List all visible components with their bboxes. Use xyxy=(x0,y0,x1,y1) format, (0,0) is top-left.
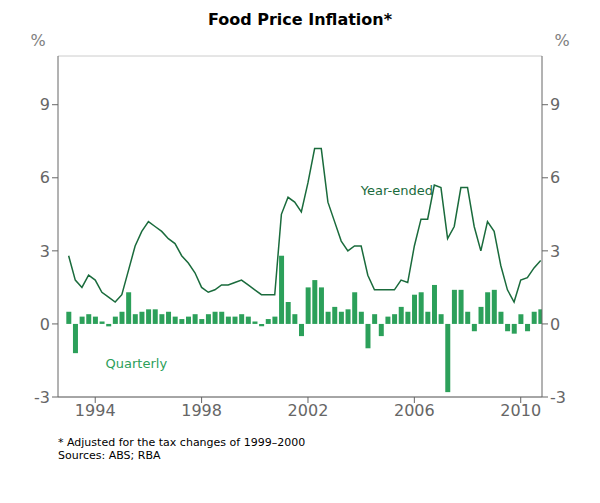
svg-text:1998: 1998 xyxy=(181,401,222,420)
html-text:Food Price Inflation*: Food Price Inflation* xyxy=(207,10,393,29)
svg-text:Quarterly: Quarterly xyxy=(106,356,168,371)
html-text:* Adjusted for the tax changes: * Adjusted for the tax changes of 1999–2… xyxy=(58,436,306,449)
svg-text:%: % xyxy=(30,32,45,50)
svg-text:9: 9 xyxy=(40,95,50,114)
svg-text:%: % xyxy=(554,32,569,50)
svg-text:-3: -3 xyxy=(550,388,566,407)
svg-text:0: 0 xyxy=(40,315,50,334)
svg-text:2010: 2010 xyxy=(500,401,541,420)
svg-text:3: 3 xyxy=(550,242,560,261)
svg-text:6: 6 xyxy=(550,168,560,187)
svg-text:3: 3 xyxy=(40,242,50,261)
html-text:Sources: ABS; RBA: Sources: ABS; RBA xyxy=(58,449,161,462)
svg-text:Year-ended: Year-ended xyxy=(360,183,433,198)
svg-text:-3: -3 xyxy=(34,388,50,407)
svg-text:2006: 2006 xyxy=(394,401,435,420)
svg-text:6: 6 xyxy=(40,168,50,187)
svg-text:2002: 2002 xyxy=(288,401,329,420)
svg-text:0: 0 xyxy=(550,315,560,334)
svg-text:9: 9 xyxy=(550,95,560,114)
svg-text:1994: 1994 xyxy=(75,401,116,420)
